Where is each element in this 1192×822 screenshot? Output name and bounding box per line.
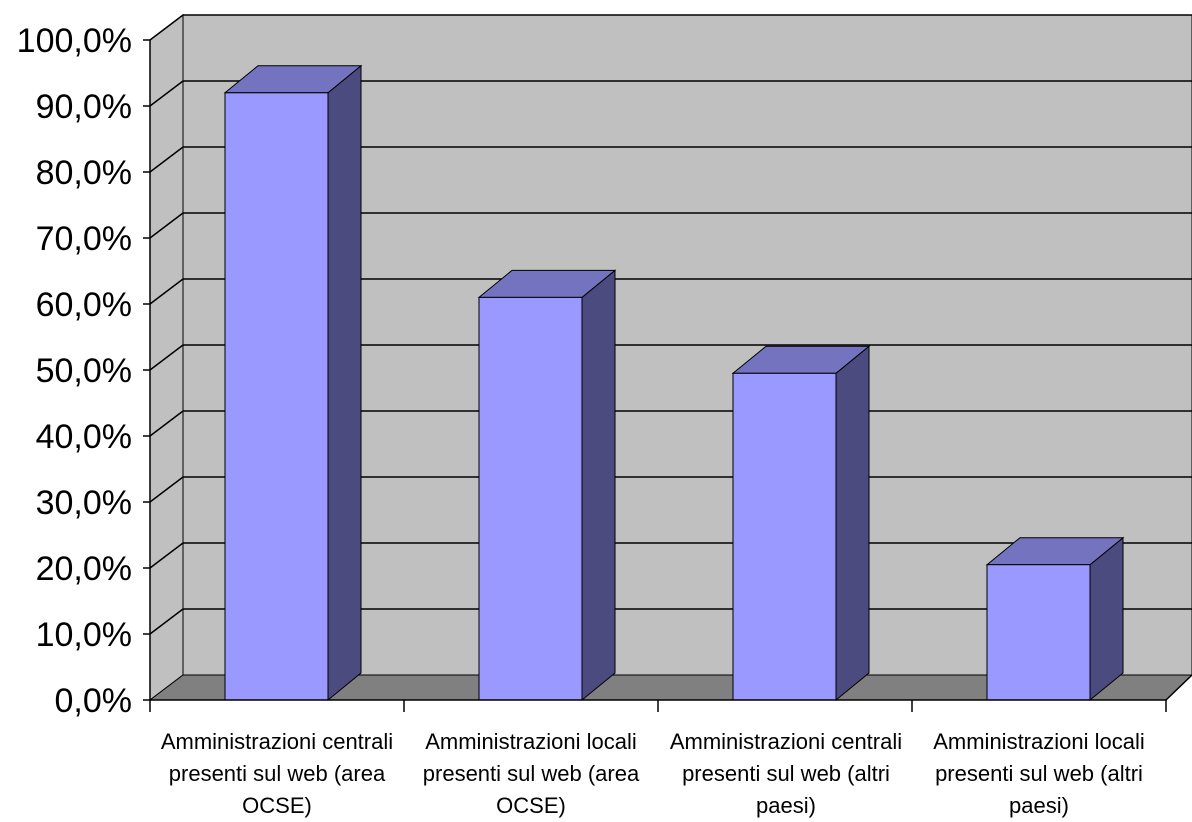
gridline xyxy=(149,146,1192,173)
y-tick-label: 90,0% xyxy=(36,88,132,126)
bar xyxy=(477,269,617,702)
bar xyxy=(731,345,871,702)
y-tick-label: 100,0% xyxy=(17,22,132,60)
bar xyxy=(985,536,1125,702)
x-axis xyxy=(149,674,1192,712)
y-tick-label: 0,0% xyxy=(55,682,133,720)
bar-front xyxy=(732,372,837,701)
y-tick-label: 30,0% xyxy=(36,484,132,522)
bar-side xyxy=(327,64,362,702)
category-label: Amministrazioni locali presenti sul web … xyxy=(933,729,1145,818)
category-label: Amministrazioni locali presenti sul web … xyxy=(422,729,640,818)
gridline xyxy=(149,80,1192,107)
category-label: Amministrazioni centrali presenti sul we… xyxy=(160,729,394,818)
bar-front xyxy=(224,92,329,701)
category-label: Amministrazioni centrali presenti sul we… xyxy=(669,729,903,818)
gridline xyxy=(149,278,1192,305)
bar-front xyxy=(986,564,1091,701)
bar-side xyxy=(835,345,870,702)
gridline xyxy=(149,212,1192,239)
gridline xyxy=(149,344,1192,371)
y-tick-label: 40,0% xyxy=(36,418,132,456)
bar-front xyxy=(478,296,583,701)
y-tick-label: 10,0% xyxy=(36,616,132,654)
y-tick-label: 50,0% xyxy=(36,352,132,390)
y-tick-label: 80,0% xyxy=(36,154,132,192)
bar-side xyxy=(581,269,616,702)
bar xyxy=(223,64,363,702)
y-tick-label: 20,0% xyxy=(36,550,132,588)
y-tick-label: 60,0% xyxy=(36,286,132,324)
bars xyxy=(223,64,1125,702)
y-tick-label: 70,0% xyxy=(36,220,132,258)
gridline xyxy=(149,14,1192,41)
x-axis-depth-line xyxy=(1165,674,1192,701)
bar-side xyxy=(1089,536,1124,702)
y-axis: 0,0% 10,0% 20,0% 30,0% 40,0% 50,0% 60,0% 70,0% 8… xyxy=(17,22,151,720)
